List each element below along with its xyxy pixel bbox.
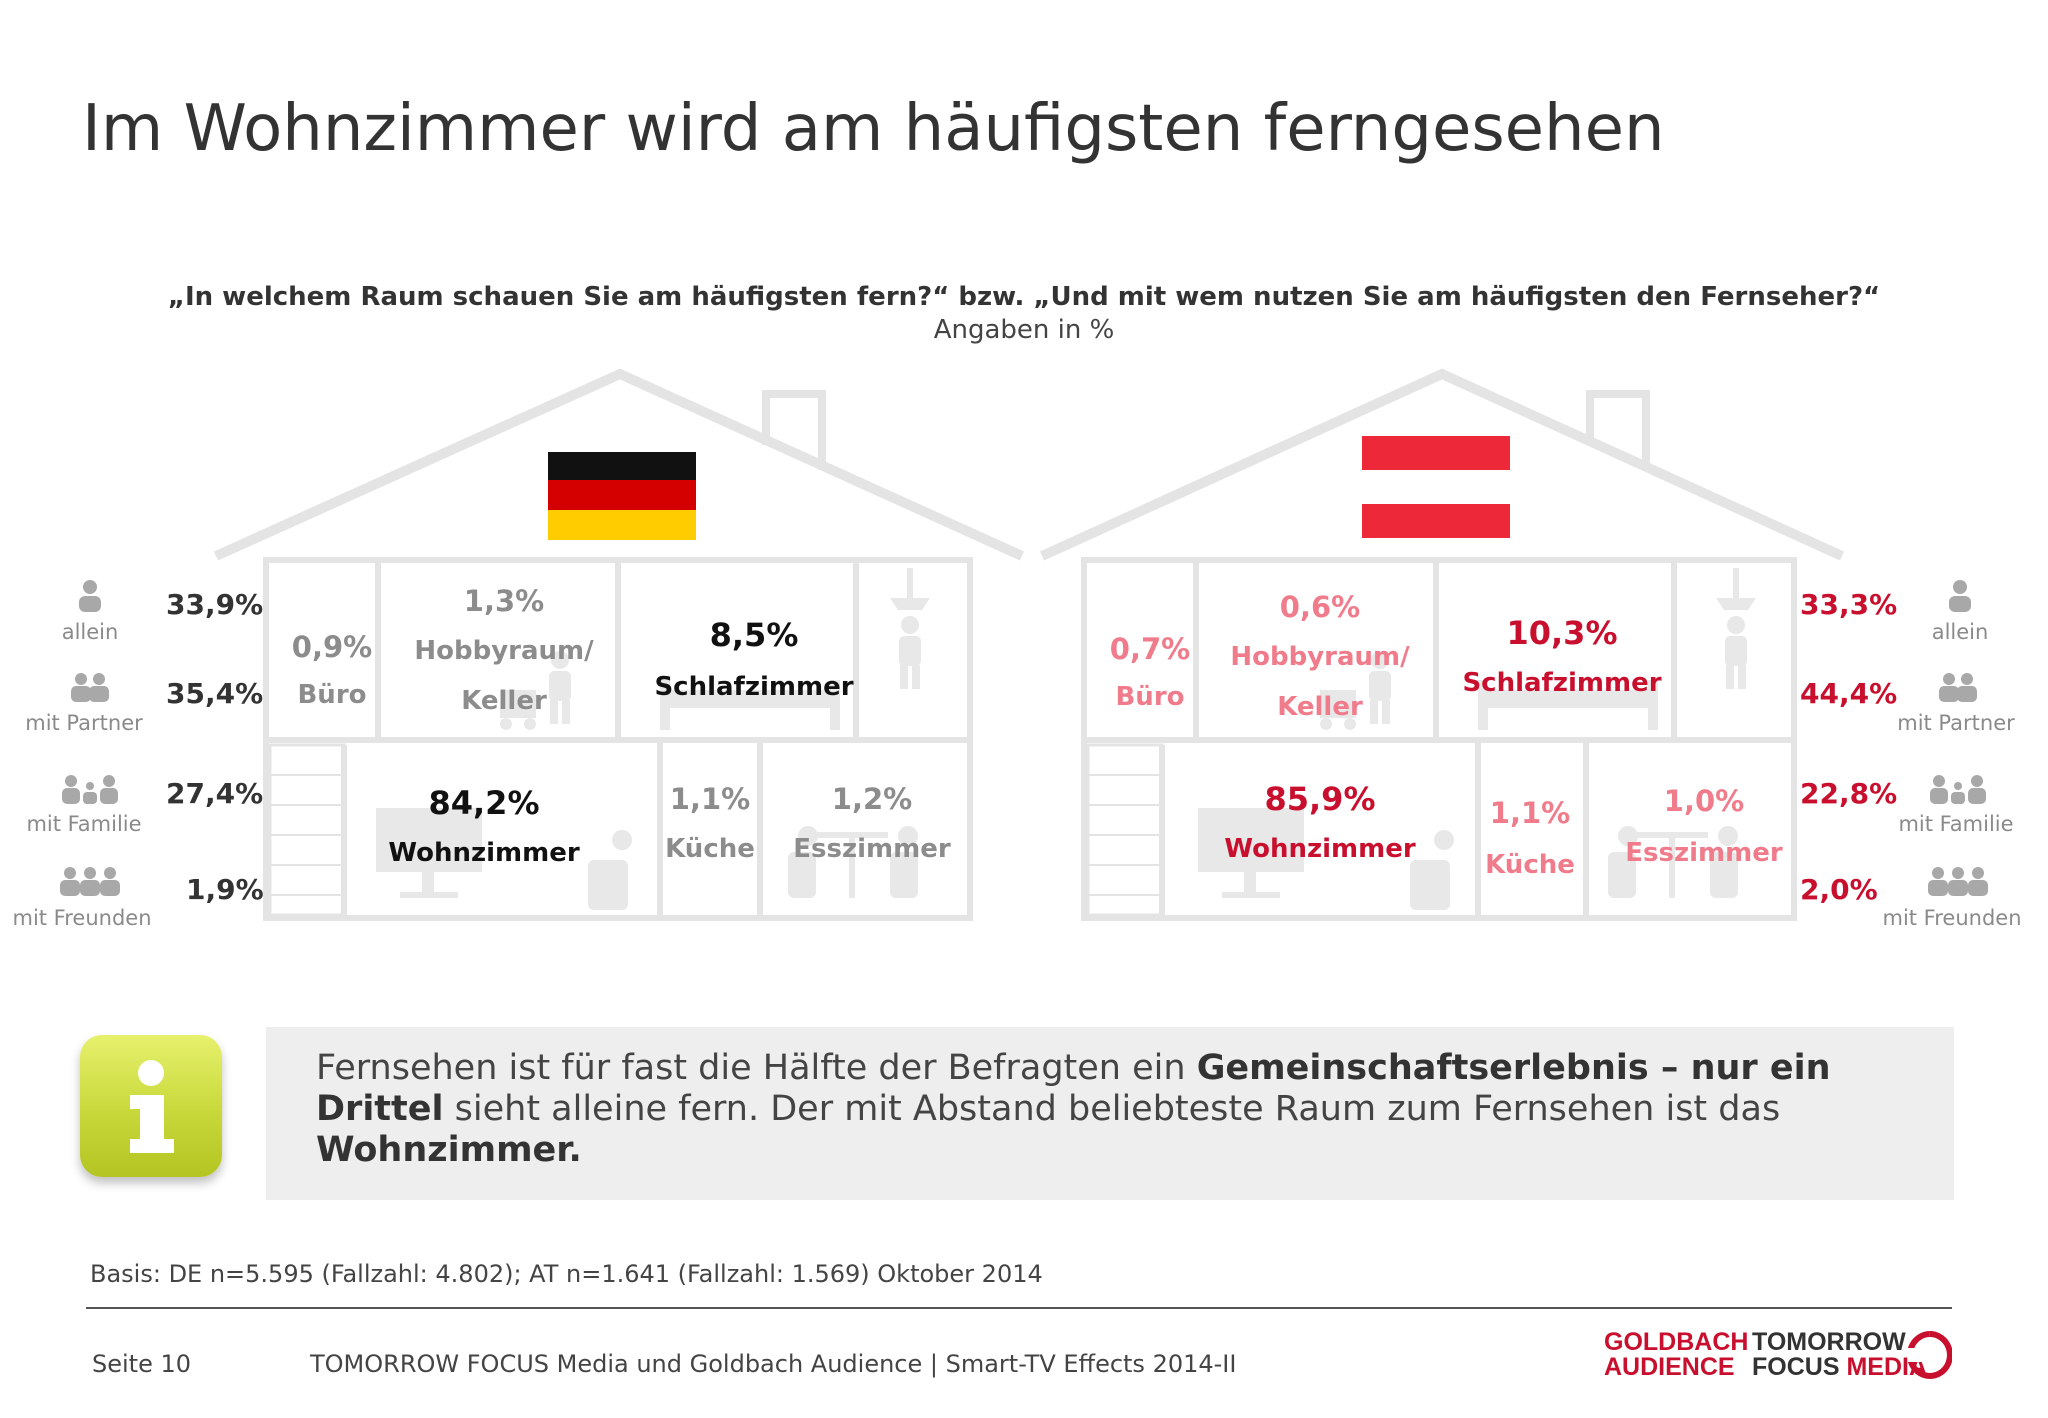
at-freunde-value: 2,0%: [1800, 873, 1878, 906]
de-allein-value: 33,9%: [166, 588, 264, 621]
at-allein-value: 33,3%: [1800, 588, 1898, 621]
at-buero-label: Büro: [1115, 682, 1185, 712]
de-keller-label: Keller: [461, 686, 547, 716]
austria-furniture: [1198, 568, 1756, 910]
info-icon: [80, 1035, 222, 1177]
at-esszimmer-value: 1,0%: [1663, 784, 1745, 818]
at-esszimmer-label: Esszimmer: [1625, 838, 1783, 868]
de-esszimmer-value: 1,2%: [831, 782, 913, 816]
de-allein-label: allein: [61, 620, 119, 644]
footer-divider: [86, 1307, 1952, 1309]
de-wohnzimmer-value: 84,2%: [428, 784, 540, 822]
de-partner-value: 35,4%: [166, 677, 264, 710]
austria-flag: [1362, 436, 1510, 538]
at-allein-label: allein: [1931, 620, 1989, 644]
de-esszimmer-label: Esszimmer: [793, 834, 951, 864]
page-title: Im Wohnzimmer wird am häufigsten fernges…: [82, 92, 1665, 166]
de-freunde-value: 1,9%: [186, 873, 264, 906]
friends-icon: [60, 867, 120, 896]
de-hobbyraum-value: 1,3%: [463, 584, 545, 618]
at-partner-label: mit Partner: [1897, 711, 2015, 735]
at-schlafzimmer-value: 10,3%: [1506, 614, 1618, 652]
basis-note: Basis: DE n=5.595 (Fallzahl: 4.802); AT …: [90, 1260, 1043, 1288]
family-icon: [62, 775, 118, 804]
de-freunde-label: mit Freunden: [12, 906, 152, 930]
page-number: Seite 10: [92, 1350, 192, 1378]
couple-icon: [71, 673, 109, 702]
at-partner-value: 44,4%: [1800, 677, 1898, 710]
germany-furniture: [376, 568, 930, 910]
couple-icon: [1939, 673, 1977, 702]
at-schlafzimmer-label: Schlafzimmer: [1462, 668, 1662, 698]
de-schlafzimmer-label: Schlafzimmer: [654, 672, 854, 702]
at-familie-label: mit Familie: [1898, 812, 2014, 836]
tomorrow-focus-mark-icon: [1908, 1331, 1952, 1379]
at-wohnzimmer-value: 85,9%: [1264, 780, 1376, 818]
austria-house: [1039, 368, 1845, 921]
de-partner-label: mit Partner: [25, 711, 143, 735]
de-schlafzimmer-value: 8,5%: [709, 616, 799, 654]
de-kueche-value: 1,1%: [669, 782, 751, 816]
at-hobbyraum-value: 0,6%: [1279, 590, 1361, 624]
houses-illustration: [213, 368, 1845, 921]
survey-question: „In welchem Raum schauen Sie am häufigst…: [167, 282, 1881, 312]
at-freunde-label: mit Freunden: [1882, 906, 2022, 930]
at-kueche-value: 1,1%: [1489, 796, 1571, 830]
person-icon: [1949, 580, 1971, 612]
de-hobbyraum-label: Hobbyraum/: [414, 636, 594, 666]
info-box: [266, 1027, 1954, 1200]
de-familie-value: 27,4%: [166, 777, 264, 810]
de-familie-label: mit Familie: [26, 812, 142, 836]
de-buero-value: 0,9%: [291, 630, 373, 664]
de-buero-label: Büro: [297, 680, 367, 710]
info-text: Fernsehen ist für fast die Hälfte der Be…: [316, 1048, 1831, 1170]
goldbach-audience-logo: GOLDBACH AUDIENCE: [1604, 1328, 1749, 1381]
de-kueche-label: Küche: [665, 834, 755, 864]
at-wohnzimmer-label: Wohnzimmer: [1224, 834, 1416, 864]
at-keller-label: Keller: [1277, 692, 1363, 722]
tomorrow-focus-media-logo: TOMORROW FOCUS MEDIA: [1752, 1328, 1928, 1381]
unit-note: Angaben in %: [933, 315, 1115, 345]
at-hobbyraum-label: Hobbyraum/: [1230, 642, 1410, 672]
germany-flag: [548, 452, 696, 540]
family-icon: [1930, 775, 1986, 804]
germany-house: [213, 368, 1025, 921]
footer-source: TOMORROW FOCUS Media und Goldbach Audien…: [310, 1350, 1237, 1378]
friends-icon: [1928, 867, 1988, 896]
at-buero-value: 0,7%: [1109, 632, 1191, 666]
at-kueche-label: Küche: [1485, 850, 1575, 880]
at-familie-value: 22,8%: [1800, 777, 1898, 810]
de-wohnzimmer-label: Wohnzimmer: [388, 838, 580, 868]
person-icon: [79, 580, 101, 612]
